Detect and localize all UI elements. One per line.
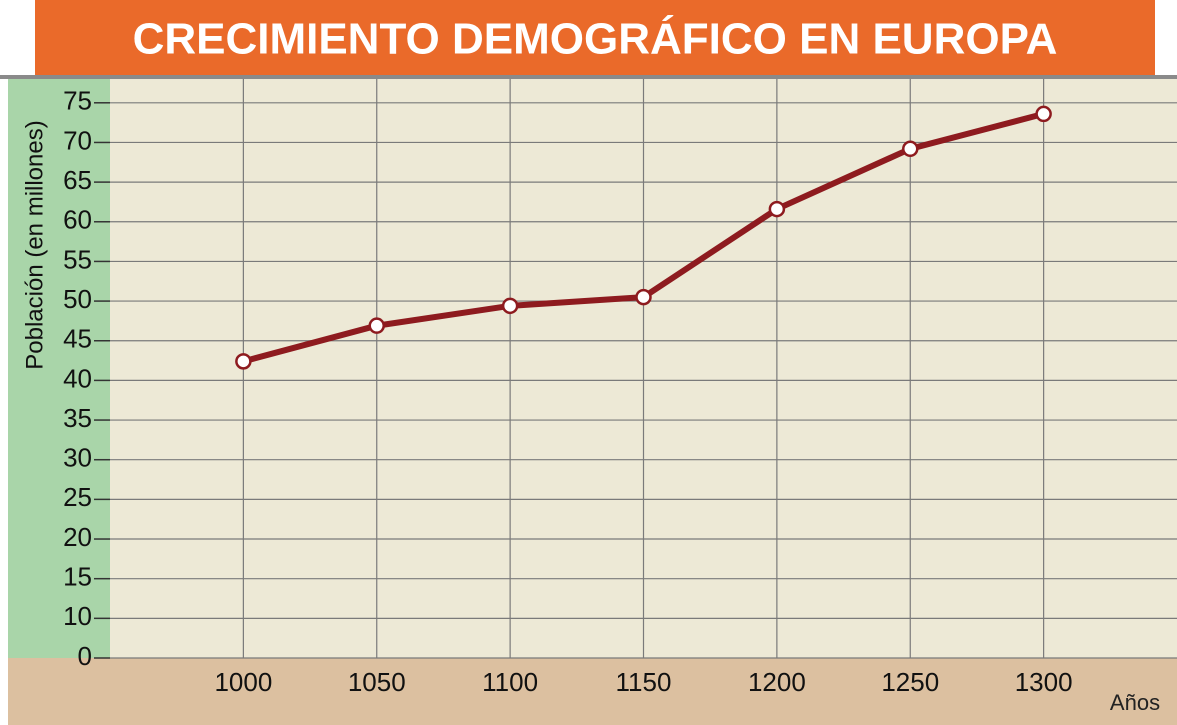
y-tick-label: 45: [63, 324, 92, 354]
y-tick-label: 15: [63, 562, 92, 592]
y-tick-label: 65: [63, 165, 92, 195]
chart: CRECIMIENTO DEMOGRÁFICO EN EUROPA Años P…: [0, 0, 1177, 725]
x-tick-label: 1200: [748, 667, 806, 697]
y-tick-label: 30: [63, 443, 92, 473]
y-tick-label: 75: [63, 86, 92, 116]
point: [903, 142, 917, 156]
point: [370, 319, 384, 333]
y-tick-label: 50: [63, 284, 92, 314]
x-tick-label: 1050: [348, 667, 406, 697]
y-axis-label: Población (en millones): [21, 120, 48, 369]
point: [1037, 107, 1051, 121]
point: [770, 202, 784, 216]
x-tick-label: 1000: [214, 667, 272, 697]
page: CRECIMIENTO DEMOGRÁFICO EN EUROPA Años P…: [0, 0, 1177, 725]
y-tick-label: 70: [63, 125, 92, 155]
y-tick-label: 10: [63, 601, 92, 631]
point: [503, 299, 517, 313]
point: [236, 354, 250, 368]
y-tick-label: 60: [63, 205, 92, 235]
y-tick-label: 40: [63, 363, 92, 393]
chart-title: CRECIMIENTO DEMOGRÁFICO EN EUROPA: [133, 14, 1058, 64]
point: [637, 290, 651, 304]
x-tick-label: 1250: [881, 667, 939, 697]
y-tick-label: 20: [63, 522, 92, 552]
y-tick-label: 25: [63, 482, 92, 512]
x-tick-label: 1150: [616, 667, 672, 697]
y-tick-label: 0: [78, 641, 92, 671]
x-tick-label: 1100: [482, 667, 538, 697]
title-rule: [0, 75, 1177, 79]
x-axis-band: [8, 658, 1177, 725]
x-tick-label: 1300: [1015, 667, 1073, 697]
y-tick-label: 35: [63, 403, 92, 433]
x-axis-label: Años: [1110, 690, 1160, 715]
y-tick-label: 55: [63, 244, 92, 274]
